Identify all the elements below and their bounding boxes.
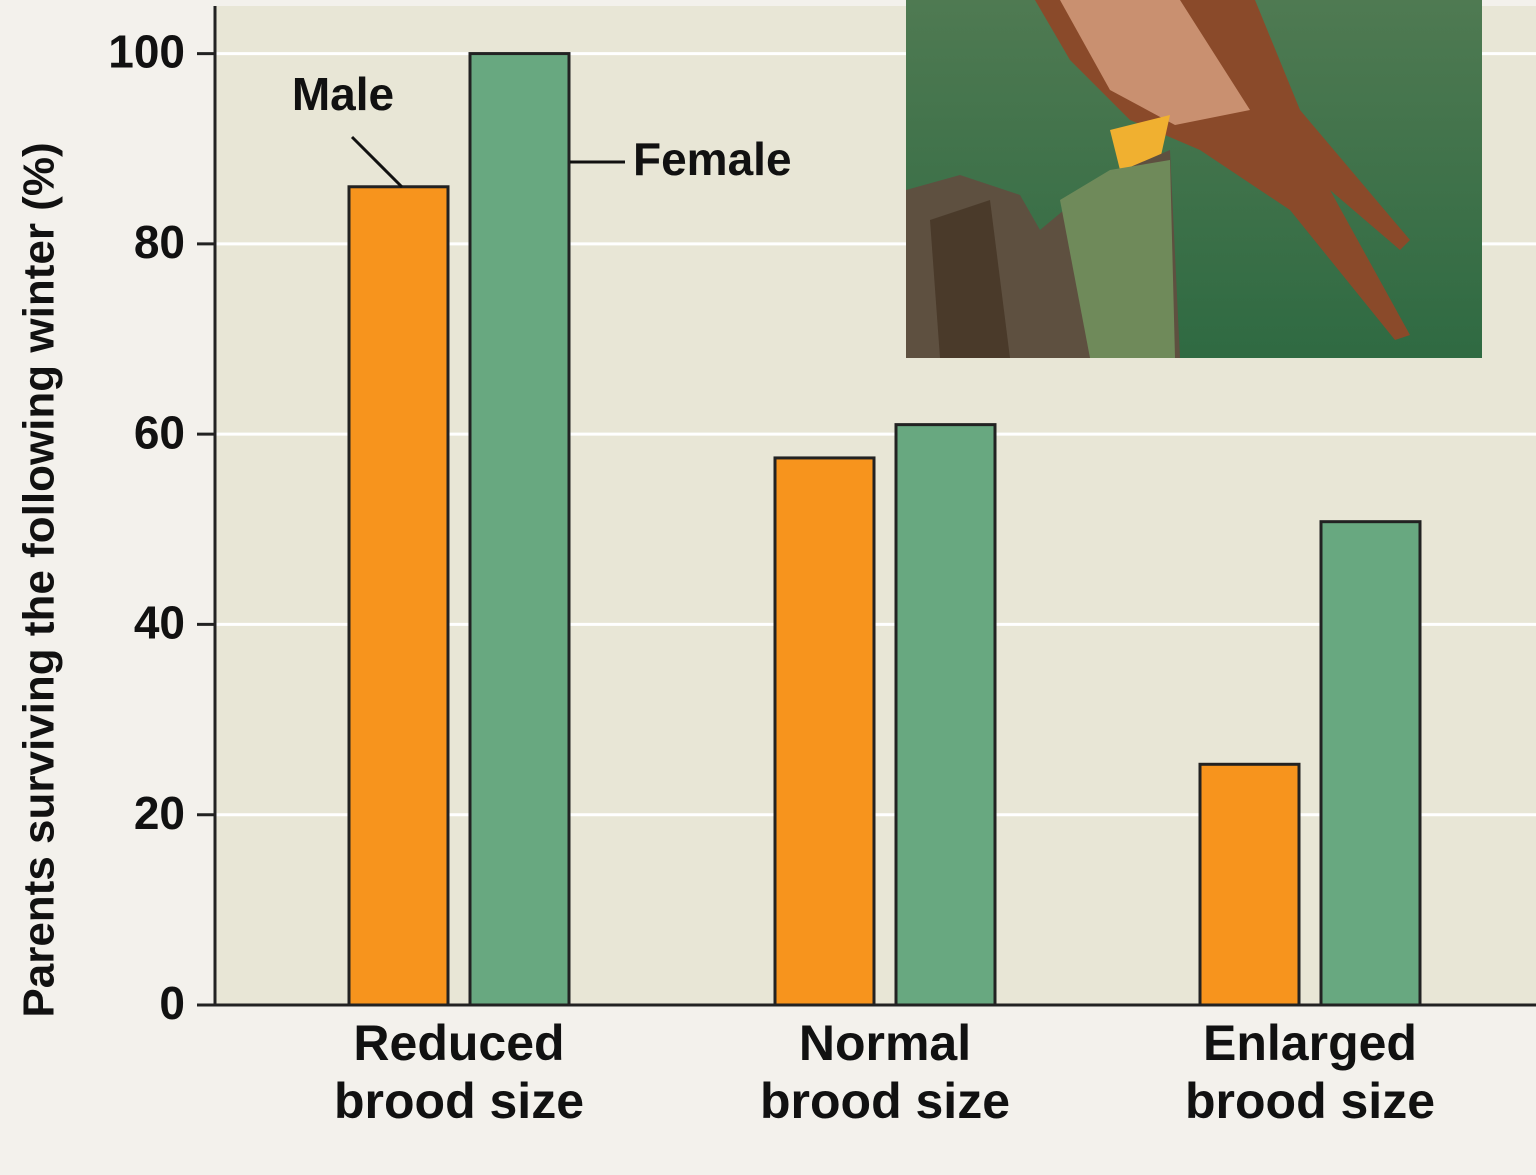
y-axis-title: Parents surviving the following winter (… — [15, 142, 64, 1017]
kestrel-photo — [906, 0, 1482, 358]
x-tick-label: Normal brood size — [759, 1015, 1011, 1129]
y-tick-label: 80 — [134, 216, 185, 268]
x-tick-label: Reduced brood size — [333, 1015, 585, 1129]
y-tick-label: 20 — [134, 787, 185, 839]
bar — [468, 52, 571, 1007]
legend-label: Female — [633, 133, 792, 185]
legend-label: Male — [292, 68, 394, 120]
leader-line — [350, 135, 404, 189]
bars — [347, 52, 1422, 1007]
y-tick-label: 100 — [108, 26, 185, 78]
bar — [1198, 762, 1301, 1007]
bar — [894, 423, 997, 1007]
bar — [1319, 520, 1422, 1007]
y-tick-label: 0 — [159, 977, 185, 1029]
bar — [773, 456, 876, 1007]
y-tick-label: 60 — [134, 406, 185, 458]
x-tick-label: Enlarged brood size — [1184, 1015, 1436, 1129]
bar — [347, 185, 450, 1007]
y-tick-label: 40 — [134, 597, 185, 649]
